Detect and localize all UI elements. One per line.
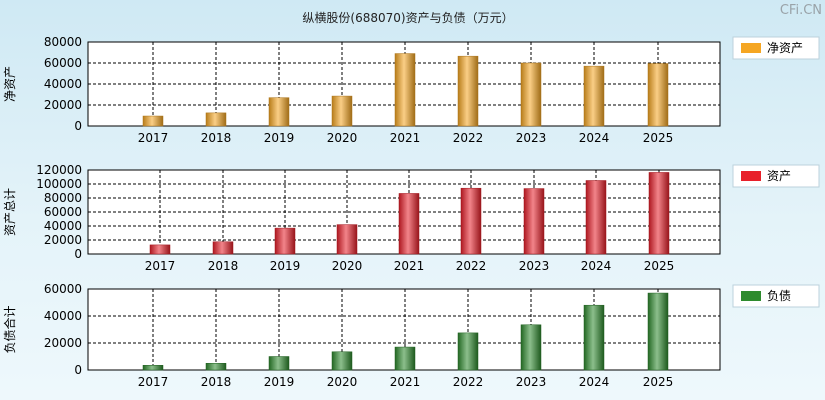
legend-swatch <box>741 43 761 53</box>
legend: 资产 <box>732 164 820 188</box>
legend-box <box>732 284 820 308</box>
legend-label: 净资产 <box>767 41 803 55</box>
x-tick-label: 2020 <box>332 259 363 273</box>
x-tick-label: 2020 <box>327 131 358 145</box>
legend: 净资产 <box>732 36 820 60</box>
x-tick-label: 2019 <box>270 259 301 273</box>
legend-label: 负债 <box>767 289 791 303</box>
x-tick-label: 2022 <box>453 375 484 389</box>
x-tick-label: 2019 <box>264 375 295 389</box>
x-tick-label: 2018 <box>201 131 232 145</box>
bar-2021 <box>394 346 416 371</box>
x-tick-label: 2018 <box>208 259 239 273</box>
x-tick-label: 2025 <box>643 131 674 145</box>
y-tick-label: 20000 <box>44 98 82 112</box>
x-tick-label: 2021 <box>390 375 421 389</box>
y-tick-label: 20000 <box>44 336 82 350</box>
chart-title: 纵横股份(688070)资产与负债（万元） <box>302 11 513 25</box>
bar-2018 <box>212 241 234 255</box>
bar-2018 <box>205 112 227 127</box>
y-axis-label: 负债合计 <box>2 305 17 353</box>
y-axis-label: 资产总计 <box>3 188 17 236</box>
y-tick-label: 80000 <box>44 191 82 205</box>
y-tick-label: 80000 <box>44 35 82 49</box>
bar-2017 <box>149 244 171 255</box>
bar-2023 <box>520 62 542 127</box>
bar-2021 <box>394 53 416 127</box>
panel-1: 0 20000 40000 60000 80000 2017 2018 2019 2020 202… <box>3 35 820 145</box>
x-tick-label: 2023 <box>516 131 547 145</box>
bar-2019 <box>268 356 290 371</box>
bar-2025 <box>648 172 670 255</box>
bar-2022 <box>457 332 479 371</box>
x-tick-label: 2017 <box>138 131 169 145</box>
bar-2017 <box>142 115 164 127</box>
x-tick-label: 2021 <box>390 131 421 145</box>
legend-swatch <box>741 291 761 301</box>
bar-2024 <box>583 304 605 371</box>
y-tick-label: 0 <box>74 363 82 377</box>
y-tick-label: 0 <box>74 119 82 133</box>
legend: 负债 <box>732 284 820 308</box>
x-tick-label: 2020 <box>327 375 358 389</box>
y-tick-label: 100000 <box>36 177 82 191</box>
x-tick-label: 2024 <box>581 259 612 273</box>
bar-2023 <box>523 188 545 255</box>
x-tick-label: 2022 <box>453 131 484 145</box>
y-tick-label: 60000 <box>44 205 82 219</box>
bar-2020 <box>336 224 358 255</box>
legend-label: 资产 <box>767 169 791 183</box>
y-tick-label: 60000 <box>44 282 82 296</box>
bar-2020 <box>331 351 353 371</box>
y-tick-label: 20000 <box>44 233 82 247</box>
bar-2019 <box>274 227 296 255</box>
x-tick-label: 2021 <box>394 259 425 273</box>
x-tick-label: 2022 <box>456 259 487 273</box>
panel-3: 0 20000 40000 60000 2017 2018 2019 2020 2021 2022… <box>2 282 820 389</box>
bar-2023 <box>520 324 542 371</box>
y-tick-label: 40000 <box>44 309 82 323</box>
y-axis-label: 净资产 <box>3 66 17 102</box>
bar-2021 <box>398 193 420 255</box>
x-tick-label: 2019 <box>264 131 295 145</box>
bar-2024 <box>585 180 607 255</box>
bar-2025 <box>647 63 669 127</box>
bar-2025 <box>647 292 669 371</box>
legend-swatch <box>741 171 761 181</box>
x-tick-label: 2017 <box>145 259 176 273</box>
x-tick-label: 2025 <box>643 375 674 389</box>
x-tick-label: 2017 <box>138 375 169 389</box>
bar-2022 <box>460 187 482 255</box>
legend-box <box>732 36 820 60</box>
bar-2017 <box>142 365 164 371</box>
x-tick-label: 2023 <box>519 259 550 273</box>
bar-2018 <box>205 363 227 371</box>
x-tick-label: 2018 <box>201 375 232 389</box>
legend-box <box>732 164 820 188</box>
bar-2020 <box>331 95 353 127</box>
bar-2022 <box>457 55 479 127</box>
bar-2019 <box>268 97 290 127</box>
x-tick-label: 2024 <box>579 375 610 389</box>
x-tick-label: 2024 <box>579 131 610 145</box>
watermark: CFi.CN <box>780 3 822 18</box>
x-tick-label: 2023 <box>516 375 547 389</box>
bar-2024 <box>583 65 605 127</box>
y-tick-label: 120000 <box>36 163 82 177</box>
y-tick-label: 40000 <box>44 219 82 233</box>
y-tick-label: 0 <box>74 247 82 261</box>
x-tick-label: 2025 <box>644 259 675 273</box>
y-tick-label: 60000 <box>44 56 82 70</box>
y-tick-label: 40000 <box>44 77 82 91</box>
